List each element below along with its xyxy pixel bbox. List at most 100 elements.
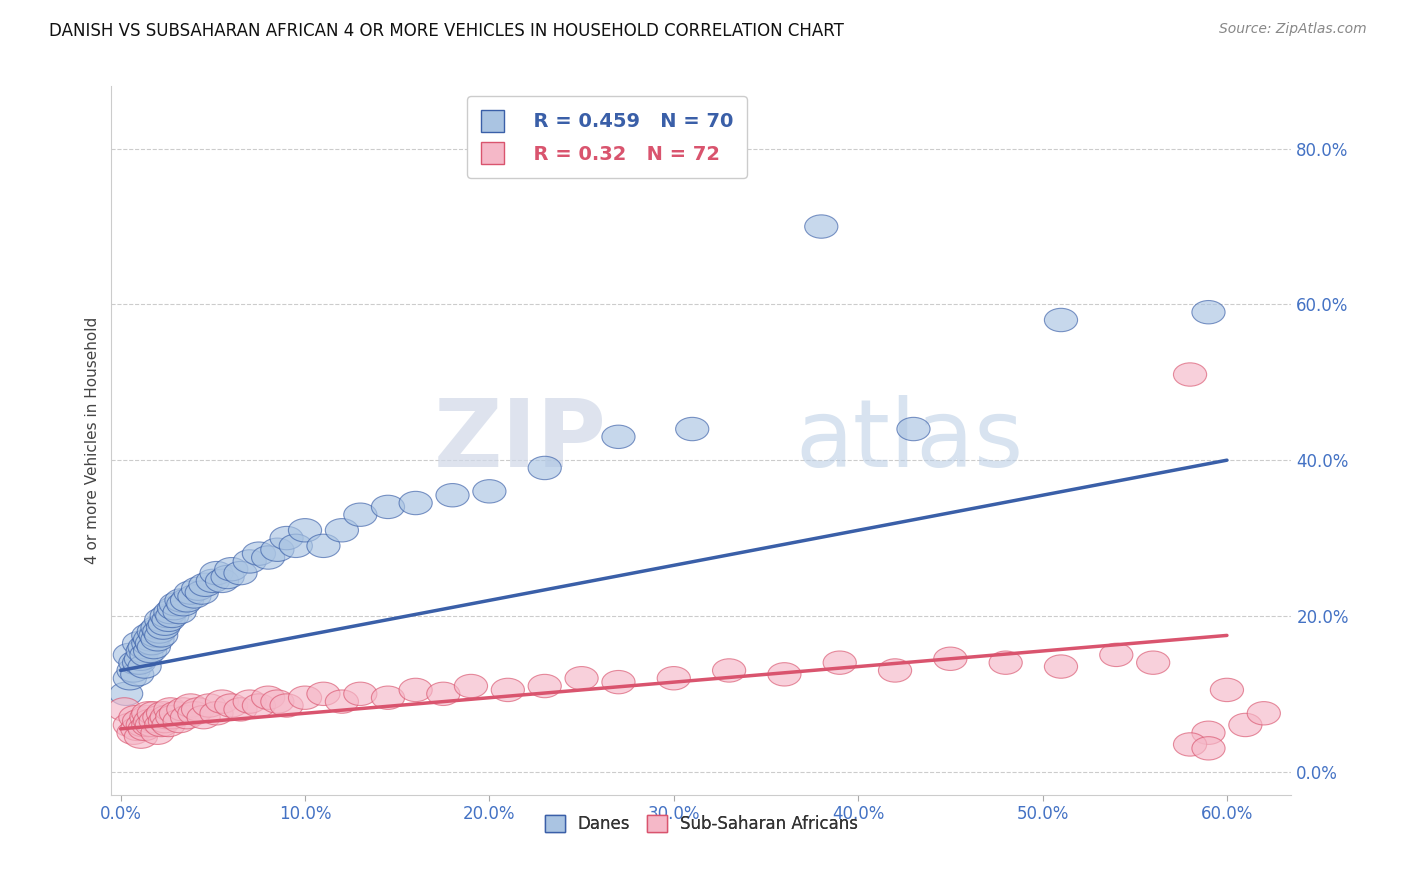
- Ellipse shape: [138, 635, 170, 659]
- Ellipse shape: [148, 709, 181, 732]
- Ellipse shape: [153, 600, 187, 624]
- Ellipse shape: [242, 694, 276, 717]
- Ellipse shape: [127, 640, 159, 663]
- Ellipse shape: [1247, 702, 1281, 725]
- Ellipse shape: [205, 690, 239, 714]
- Ellipse shape: [129, 643, 163, 666]
- Ellipse shape: [150, 604, 183, 628]
- Ellipse shape: [205, 569, 239, 592]
- Ellipse shape: [934, 647, 967, 671]
- Text: atlas: atlas: [796, 395, 1024, 487]
- Ellipse shape: [134, 709, 167, 732]
- Ellipse shape: [134, 628, 167, 651]
- Ellipse shape: [307, 534, 340, 558]
- Ellipse shape: [152, 714, 186, 737]
- Ellipse shape: [146, 616, 180, 640]
- Ellipse shape: [325, 518, 359, 542]
- Ellipse shape: [343, 682, 377, 706]
- Ellipse shape: [117, 659, 150, 682]
- Ellipse shape: [252, 686, 285, 709]
- Ellipse shape: [260, 690, 294, 714]
- Ellipse shape: [145, 608, 177, 632]
- Ellipse shape: [163, 600, 197, 624]
- Ellipse shape: [1192, 721, 1225, 745]
- Ellipse shape: [1174, 363, 1206, 386]
- Ellipse shape: [188, 573, 222, 597]
- Ellipse shape: [134, 640, 167, 663]
- Ellipse shape: [159, 702, 193, 725]
- Ellipse shape: [260, 538, 294, 561]
- Ellipse shape: [145, 624, 177, 647]
- Ellipse shape: [121, 663, 153, 686]
- Ellipse shape: [491, 678, 524, 702]
- Ellipse shape: [167, 592, 200, 616]
- Ellipse shape: [399, 491, 432, 515]
- Ellipse shape: [307, 682, 340, 706]
- Ellipse shape: [343, 503, 377, 526]
- Ellipse shape: [288, 518, 322, 542]
- Ellipse shape: [1192, 737, 1225, 760]
- Ellipse shape: [141, 721, 174, 745]
- Ellipse shape: [150, 706, 183, 729]
- Ellipse shape: [122, 632, 156, 655]
- Ellipse shape: [159, 592, 193, 616]
- Ellipse shape: [280, 534, 312, 558]
- Ellipse shape: [233, 690, 266, 714]
- Ellipse shape: [143, 706, 176, 729]
- Ellipse shape: [657, 666, 690, 690]
- Ellipse shape: [1174, 732, 1206, 756]
- Ellipse shape: [426, 682, 460, 706]
- Ellipse shape: [177, 585, 211, 608]
- Ellipse shape: [153, 698, 187, 721]
- Ellipse shape: [1136, 651, 1170, 674]
- Ellipse shape: [676, 417, 709, 441]
- Ellipse shape: [804, 215, 838, 238]
- Ellipse shape: [167, 698, 200, 721]
- Ellipse shape: [132, 714, 165, 737]
- Ellipse shape: [602, 671, 636, 694]
- Ellipse shape: [138, 702, 170, 725]
- Ellipse shape: [135, 632, 169, 655]
- Text: Source: ZipAtlas.com: Source: ZipAtlas.com: [1219, 22, 1367, 37]
- Ellipse shape: [436, 483, 470, 507]
- Text: DANISH VS SUBSAHARAN AFRICAN 4 OR MORE VEHICLES IN HOUSEHOLD CORRELATION CHART: DANISH VS SUBSAHARAN AFRICAN 4 OR MORE V…: [49, 22, 844, 40]
- Ellipse shape: [139, 709, 173, 732]
- Ellipse shape: [713, 659, 745, 682]
- Ellipse shape: [215, 558, 247, 581]
- Ellipse shape: [174, 694, 207, 717]
- Ellipse shape: [110, 682, 143, 706]
- Ellipse shape: [187, 706, 221, 729]
- Ellipse shape: [288, 686, 322, 709]
- Ellipse shape: [128, 635, 162, 659]
- Ellipse shape: [132, 702, 165, 725]
- Ellipse shape: [529, 674, 561, 698]
- Ellipse shape: [1229, 714, 1263, 737]
- Ellipse shape: [472, 480, 506, 503]
- Ellipse shape: [156, 604, 188, 628]
- Ellipse shape: [879, 659, 911, 682]
- Ellipse shape: [565, 666, 598, 690]
- Ellipse shape: [114, 643, 146, 666]
- Ellipse shape: [1099, 643, 1133, 666]
- Ellipse shape: [454, 674, 488, 698]
- Ellipse shape: [177, 702, 211, 725]
- Ellipse shape: [211, 566, 245, 589]
- Ellipse shape: [252, 546, 285, 569]
- Ellipse shape: [132, 632, 165, 655]
- Ellipse shape: [181, 698, 215, 721]
- Ellipse shape: [143, 620, 176, 643]
- Ellipse shape: [371, 495, 405, 518]
- Ellipse shape: [186, 581, 218, 604]
- Ellipse shape: [193, 694, 226, 717]
- Ellipse shape: [224, 561, 257, 585]
- Ellipse shape: [141, 616, 174, 640]
- Ellipse shape: [1211, 678, 1243, 702]
- Ellipse shape: [138, 620, 170, 643]
- Ellipse shape: [1045, 309, 1077, 332]
- Ellipse shape: [128, 717, 162, 740]
- Ellipse shape: [197, 569, 229, 592]
- Ellipse shape: [139, 624, 173, 647]
- Ellipse shape: [1045, 655, 1077, 678]
- Ellipse shape: [181, 577, 215, 600]
- Ellipse shape: [200, 561, 233, 585]
